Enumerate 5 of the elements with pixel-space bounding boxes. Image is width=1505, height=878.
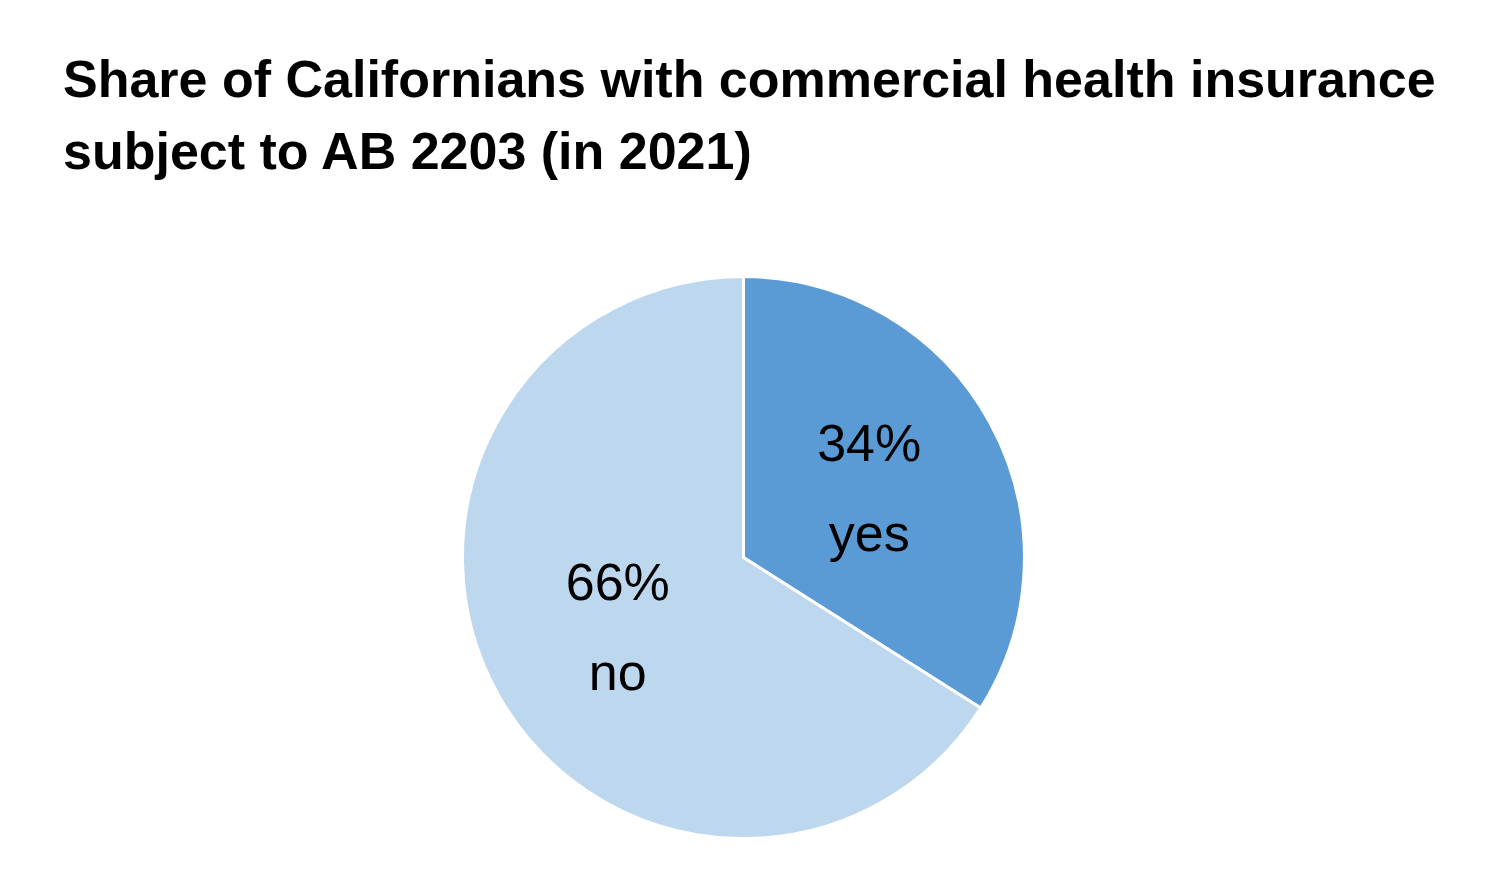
chart-title: Share of Californians with commercial health insurance subject to AB 2203 (in 2021) bbox=[63, 50, 1451, 180]
slice-label: no bbox=[588, 642, 647, 701]
slice-label: yes bbox=[828, 504, 910, 563]
data-label: 34% bbox=[817, 414, 922, 473]
data-label: 66% bbox=[565, 552, 670, 611]
